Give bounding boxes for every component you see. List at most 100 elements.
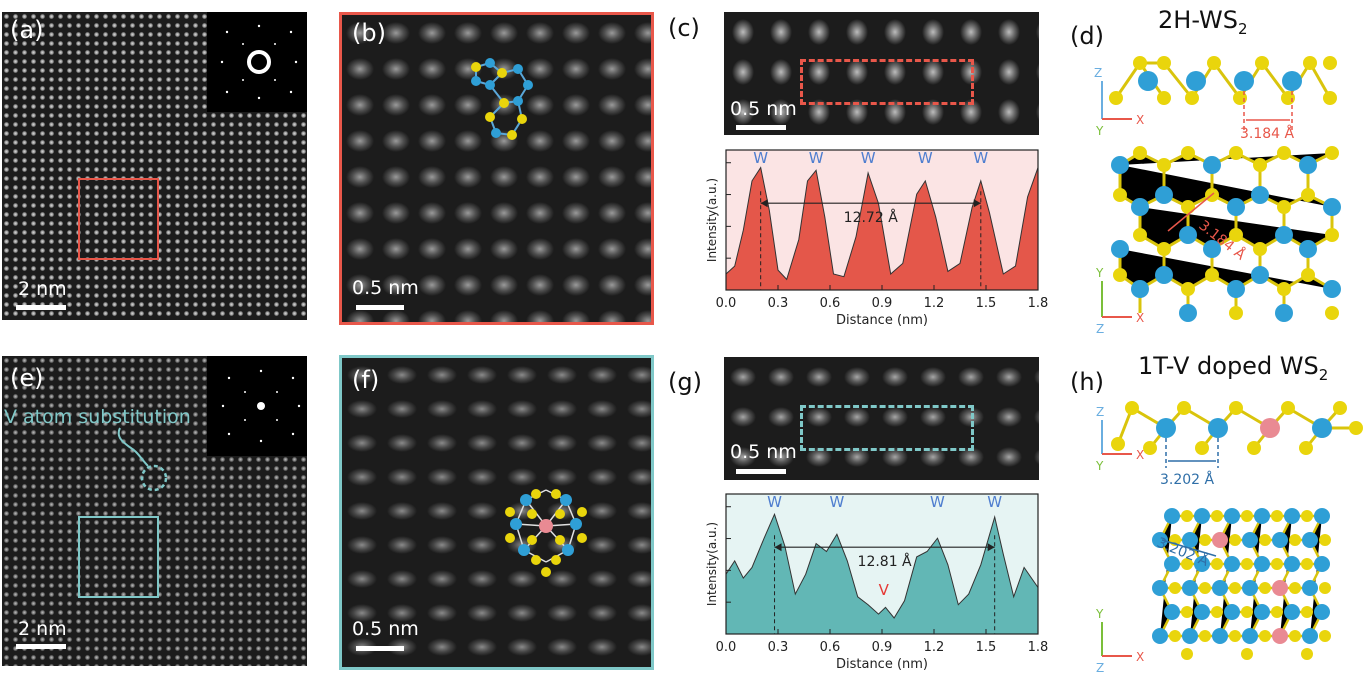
selection-box-e <box>78 516 159 598</box>
distance-label: 12.81 Å <box>858 553 913 570</box>
panel-label-h: (h) <box>1070 368 1104 396</box>
y-axis-label: Intensity(a.u.) <box>705 522 719 606</box>
x-axis-label: Distance (nm) <box>836 313 928 328</box>
scale-bar-f <box>356 646 404 651</box>
peak-label: W <box>987 493 1002 511</box>
peak-label: W <box>918 149 933 167</box>
svg-text:X: X <box>1136 113 1144 127</box>
annotation-text-e: V atom substitution <box>4 406 191 428</box>
panel-label-c: (c) <box>668 14 700 42</box>
stem-image-e: V atom substitution (e) 2 nm <box>2 356 307 666</box>
arrowhead-right <box>987 543 995 552</box>
panel-label-e: (e) <box>10 364 44 392</box>
v-atom-f <box>539 519 553 533</box>
peak-label: W <box>861 149 876 167</box>
intensity-profile-area <box>725 512 1039 635</box>
stem-image-f: (f) 0.5 nm <box>339 355 654 670</box>
stem-strip-g: 0.5 nm <box>724 357 1039 480</box>
y-axis-label: Intensity(a.u.) <box>705 178 719 262</box>
peak-label: W <box>753 149 768 167</box>
svg-text:X: X <box>1136 650 1144 664</box>
scale-text-e: 2 nm <box>18 618 67 640</box>
svg-text:X: X <box>1136 448 1144 462</box>
axes-h-top: Y X Z <box>1095 607 1144 675</box>
line-profile-box-g <box>800 405 974 451</box>
axes-h-side: Z X Y <box>1095 405 1144 473</box>
panel-label-b: (b) <box>352 19 386 47</box>
x-tick-label: 0.0 <box>716 296 737 311</box>
spacing-arrow-h-top <box>1161 539 1217 557</box>
bonds-h-top <box>1158 514 1324 638</box>
title-d: 2H-WS2 <box>1158 6 1248 38</box>
peak-label: W <box>809 149 824 167</box>
title-h: 1T-V doped WS2 <box>1138 352 1329 384</box>
arrowhead-right <box>973 199 981 208</box>
line-profile-box-c <box>800 59 974 105</box>
scale-text-g: 0.5 nm <box>730 441 797 463</box>
peak-label: W <box>767 493 782 511</box>
x-tick-label: 0.3 <box>768 296 789 311</box>
v-atom-h-side <box>1260 418 1280 438</box>
s-atoms-h-top <box>1169 510 1331 660</box>
s-atoms-b <box>471 62 527 140</box>
w-atoms-d-top <box>1111 156 1341 322</box>
scale-bar-g <box>736 469 786 474</box>
structure-h: 3.202 Å Z X Y <box>1095 401 1363 675</box>
chart-c: 0.0 0.3 0.6 0.9 1.2 1.5 1.8 Distance (nm) Intens… <box>705 149 1049 328</box>
axes-d-top: Y X Z <box>1095 266 1144 335</box>
svg-text:Y: Y <box>1095 266 1104 280</box>
x-tick-label: 0.9 <box>872 296 893 311</box>
w-atoms-d-side <box>1138 71 1302 91</box>
scale-text-b: 0.5 nm <box>352 277 419 299</box>
scale-bar-a <box>16 305 66 310</box>
atom-overlay-f <box>505 489 587 577</box>
x-axis-label: Distance (nm) <box>836 657 928 672</box>
svg-text:Y: Y <box>1095 607 1104 621</box>
panel-label-a: (a) <box>10 16 44 44</box>
x-tick-label: 0.6 <box>820 640 841 655</box>
scale-text-c: 0.5 nm <box>730 98 797 120</box>
distance-label: 12.72 Å <box>844 209 899 226</box>
peak-label: W <box>930 493 945 511</box>
panel-label-f: (f) <box>352 366 380 394</box>
scale-bar-b <box>356 305 404 310</box>
svg-text:X: X <box>1136 311 1144 325</box>
stem-image-b: (b) 0.5 nm <box>339 12 654 325</box>
x-tick-label: 1.5 <box>976 640 997 655</box>
peak-label: W <box>830 493 845 511</box>
x-tick-label: 1.5 <box>976 296 997 311</box>
diffraction-pattern-a <box>220 24 298 100</box>
svg-text:Y: Y <box>1095 124 1104 138</box>
svg-text:Z: Z <box>1094 66 1102 80</box>
s-atoms-f <box>505 489 587 577</box>
svg-text:Z: Z <box>1096 322 1104 335</box>
x-tick-label: 0.9 <box>872 640 893 655</box>
v-atoms-h-top <box>1212 532 1288 644</box>
panel-label-g: (g) <box>668 368 702 396</box>
w-atoms-b <box>471 58 533 138</box>
scale-bar-e <box>16 644 66 649</box>
axes-d-side: Z X Y <box>1094 66 1144 138</box>
scale-text-f: 0.5 nm <box>352 618 419 640</box>
x-tick-label: 1.8 <box>1028 296 1049 311</box>
scale-text-a: 2 nm <box>18 278 67 300</box>
chart-g: 0.0 0.3 0.6 0.9 1.2 1.5 1.8 Distance (nm) Intens… <box>705 493 1048 672</box>
stem-strip-c: 0.5 nm <box>724 12 1039 135</box>
selection-box-a <box>78 178 159 260</box>
panel-label-d: (d) <box>1070 22 1104 50</box>
diffraction-inset-a <box>207 12 307 112</box>
diffraction-pattern-e <box>221 369 301 443</box>
s-atoms-d-top <box>1113 146 1339 320</box>
diffraction-inset-e <box>207 356 307 456</box>
peak-label: V <box>879 581 890 599</box>
stem-image-a: (a) 2 nm <box>2 12 307 320</box>
w-atoms-f <box>510 494 582 556</box>
x-tick-label: 0.3 <box>768 640 789 655</box>
atom-overlay-b <box>471 58 533 140</box>
s-atoms-h-side <box>1111 401 1363 455</box>
svg-text:Y: Y <box>1095 459 1104 473</box>
svg-text:Z: Z <box>1096 405 1104 419</box>
structure-d: 3.184 Å Z X Y <box>1094 56 1341 335</box>
scale-bar-c <box>736 125 786 130</box>
intensity-profile-area <box>725 166 1039 291</box>
